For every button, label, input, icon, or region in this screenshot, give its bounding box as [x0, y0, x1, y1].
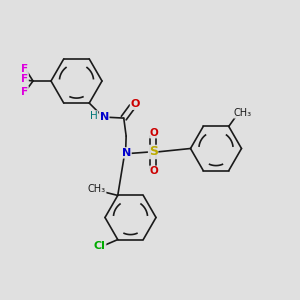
Text: N: N	[100, 112, 109, 122]
Text: CH₃: CH₃	[234, 108, 252, 118]
Text: F: F	[21, 64, 28, 74]
Text: CH₃: CH₃	[88, 184, 106, 194]
Text: Cl: Cl	[94, 242, 106, 251]
Text: O: O	[150, 128, 158, 138]
Text: S: S	[148, 146, 158, 158]
Text: F: F	[21, 74, 28, 85]
Text: N: N	[122, 148, 131, 158]
Text: F: F	[21, 86, 28, 97]
Text: O: O	[150, 166, 158, 176]
Text: H: H	[90, 111, 98, 121]
Text: O: O	[130, 99, 140, 109]
